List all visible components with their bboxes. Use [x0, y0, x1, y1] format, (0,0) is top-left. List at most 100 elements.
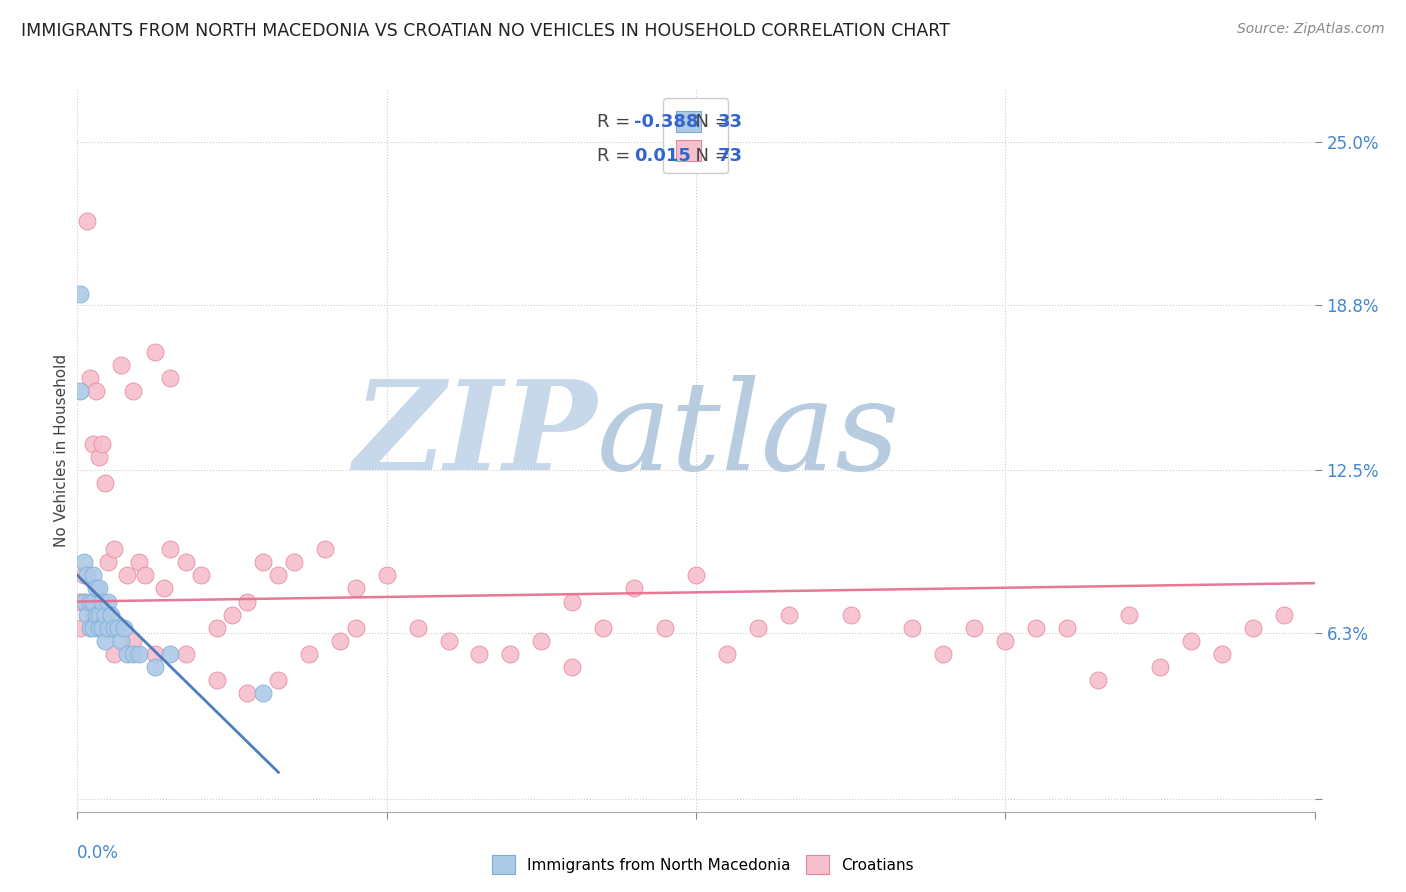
Point	[839, 607, 862, 622]
Point	[143, 660, 166, 674]
Text: R =: R =	[598, 112, 636, 131]
Point	[84, 384, 107, 399]
Point	[159, 647, 181, 661]
Text: 73: 73	[718, 146, 744, 165]
Point	[72, 594, 94, 608]
Point	[283, 555, 305, 569]
Point	[1241, 621, 1264, 635]
Point	[91, 437, 114, 451]
Point	[468, 647, 491, 661]
Point	[205, 621, 228, 635]
Point	[143, 647, 166, 661]
Point	[406, 621, 429, 635]
Point	[298, 647, 321, 661]
Point	[82, 437, 104, 451]
Point	[97, 594, 120, 608]
Point	[110, 358, 132, 372]
Point	[159, 541, 181, 556]
Point	[329, 634, 352, 648]
Point	[963, 621, 986, 635]
Point	[267, 568, 290, 582]
Point	[103, 621, 125, 635]
Point	[994, 634, 1017, 648]
Point	[174, 555, 197, 569]
Point	[112, 621, 135, 635]
Point	[72, 594, 94, 608]
Point	[91, 621, 114, 635]
Point	[1025, 621, 1047, 635]
Point	[91, 594, 114, 608]
Point	[747, 621, 769, 635]
Point	[561, 594, 583, 608]
Point	[87, 450, 110, 464]
Text: -0.388: -0.388	[634, 112, 699, 131]
Point	[97, 555, 120, 569]
Point	[314, 541, 336, 556]
Text: R =: R =	[598, 146, 636, 165]
Text: 33: 33	[718, 112, 744, 131]
Point	[778, 607, 800, 622]
Point	[654, 621, 676, 635]
Point	[91, 621, 114, 635]
Point	[72, 555, 94, 569]
Point	[76, 213, 98, 227]
Text: atlas: atlas	[598, 376, 900, 497]
Point	[128, 555, 150, 569]
Point	[561, 660, 583, 674]
Text: 0.0%: 0.0%	[77, 844, 120, 863]
Point	[932, 647, 955, 661]
Point	[1118, 607, 1140, 622]
Point	[190, 568, 212, 582]
Point	[69, 621, 91, 635]
Legend: Immigrants from North Macedonia, Croatians: Immigrants from North Macedonia, Croatia…	[486, 849, 920, 880]
Point	[115, 568, 138, 582]
Point	[110, 634, 132, 648]
Point	[153, 582, 176, 596]
Point	[236, 594, 259, 608]
Point	[69, 287, 91, 301]
Point	[87, 582, 110, 596]
Point	[221, 607, 243, 622]
Point	[79, 371, 101, 385]
Point	[103, 541, 125, 556]
Point	[87, 607, 110, 622]
Point	[69, 384, 91, 399]
Point	[252, 686, 274, 700]
Point	[82, 621, 104, 635]
Point	[236, 686, 259, 700]
Point	[103, 647, 125, 661]
Point	[94, 607, 117, 622]
Point	[375, 568, 398, 582]
Point	[76, 568, 98, 582]
Point	[82, 607, 104, 622]
Point	[143, 345, 166, 359]
Point	[69, 594, 91, 608]
Point	[901, 621, 924, 635]
Text: 0.015: 0.015	[634, 146, 690, 165]
Point	[716, 647, 738, 661]
Point	[344, 621, 367, 635]
Point	[94, 634, 117, 648]
Point	[344, 582, 367, 596]
Point	[1180, 634, 1202, 648]
Point	[592, 621, 614, 635]
Point	[115, 647, 138, 661]
Text: IMMIGRANTS FROM NORTH MACEDONIA VS CROATIAN NO VEHICLES IN HOUSEHOLD CORRELATION: IMMIGRANTS FROM NORTH MACEDONIA VS CROAT…	[21, 22, 950, 40]
Point	[623, 582, 645, 596]
Point	[205, 673, 228, 688]
Text: N =: N =	[683, 112, 735, 131]
Point	[97, 621, 120, 635]
Text: Source: ZipAtlas.com: Source: ZipAtlas.com	[1237, 22, 1385, 37]
Point	[499, 647, 522, 661]
Point	[1149, 660, 1171, 674]
Point	[437, 634, 460, 648]
Point	[267, 673, 290, 688]
Y-axis label: No Vehicles in Household: No Vehicles in Household	[53, 354, 69, 547]
Point	[79, 621, 101, 635]
Point	[94, 476, 117, 491]
Point	[84, 582, 107, 596]
Text: N =: N =	[683, 146, 735, 165]
Point	[122, 384, 145, 399]
Point	[1056, 621, 1078, 635]
Point	[122, 647, 145, 661]
